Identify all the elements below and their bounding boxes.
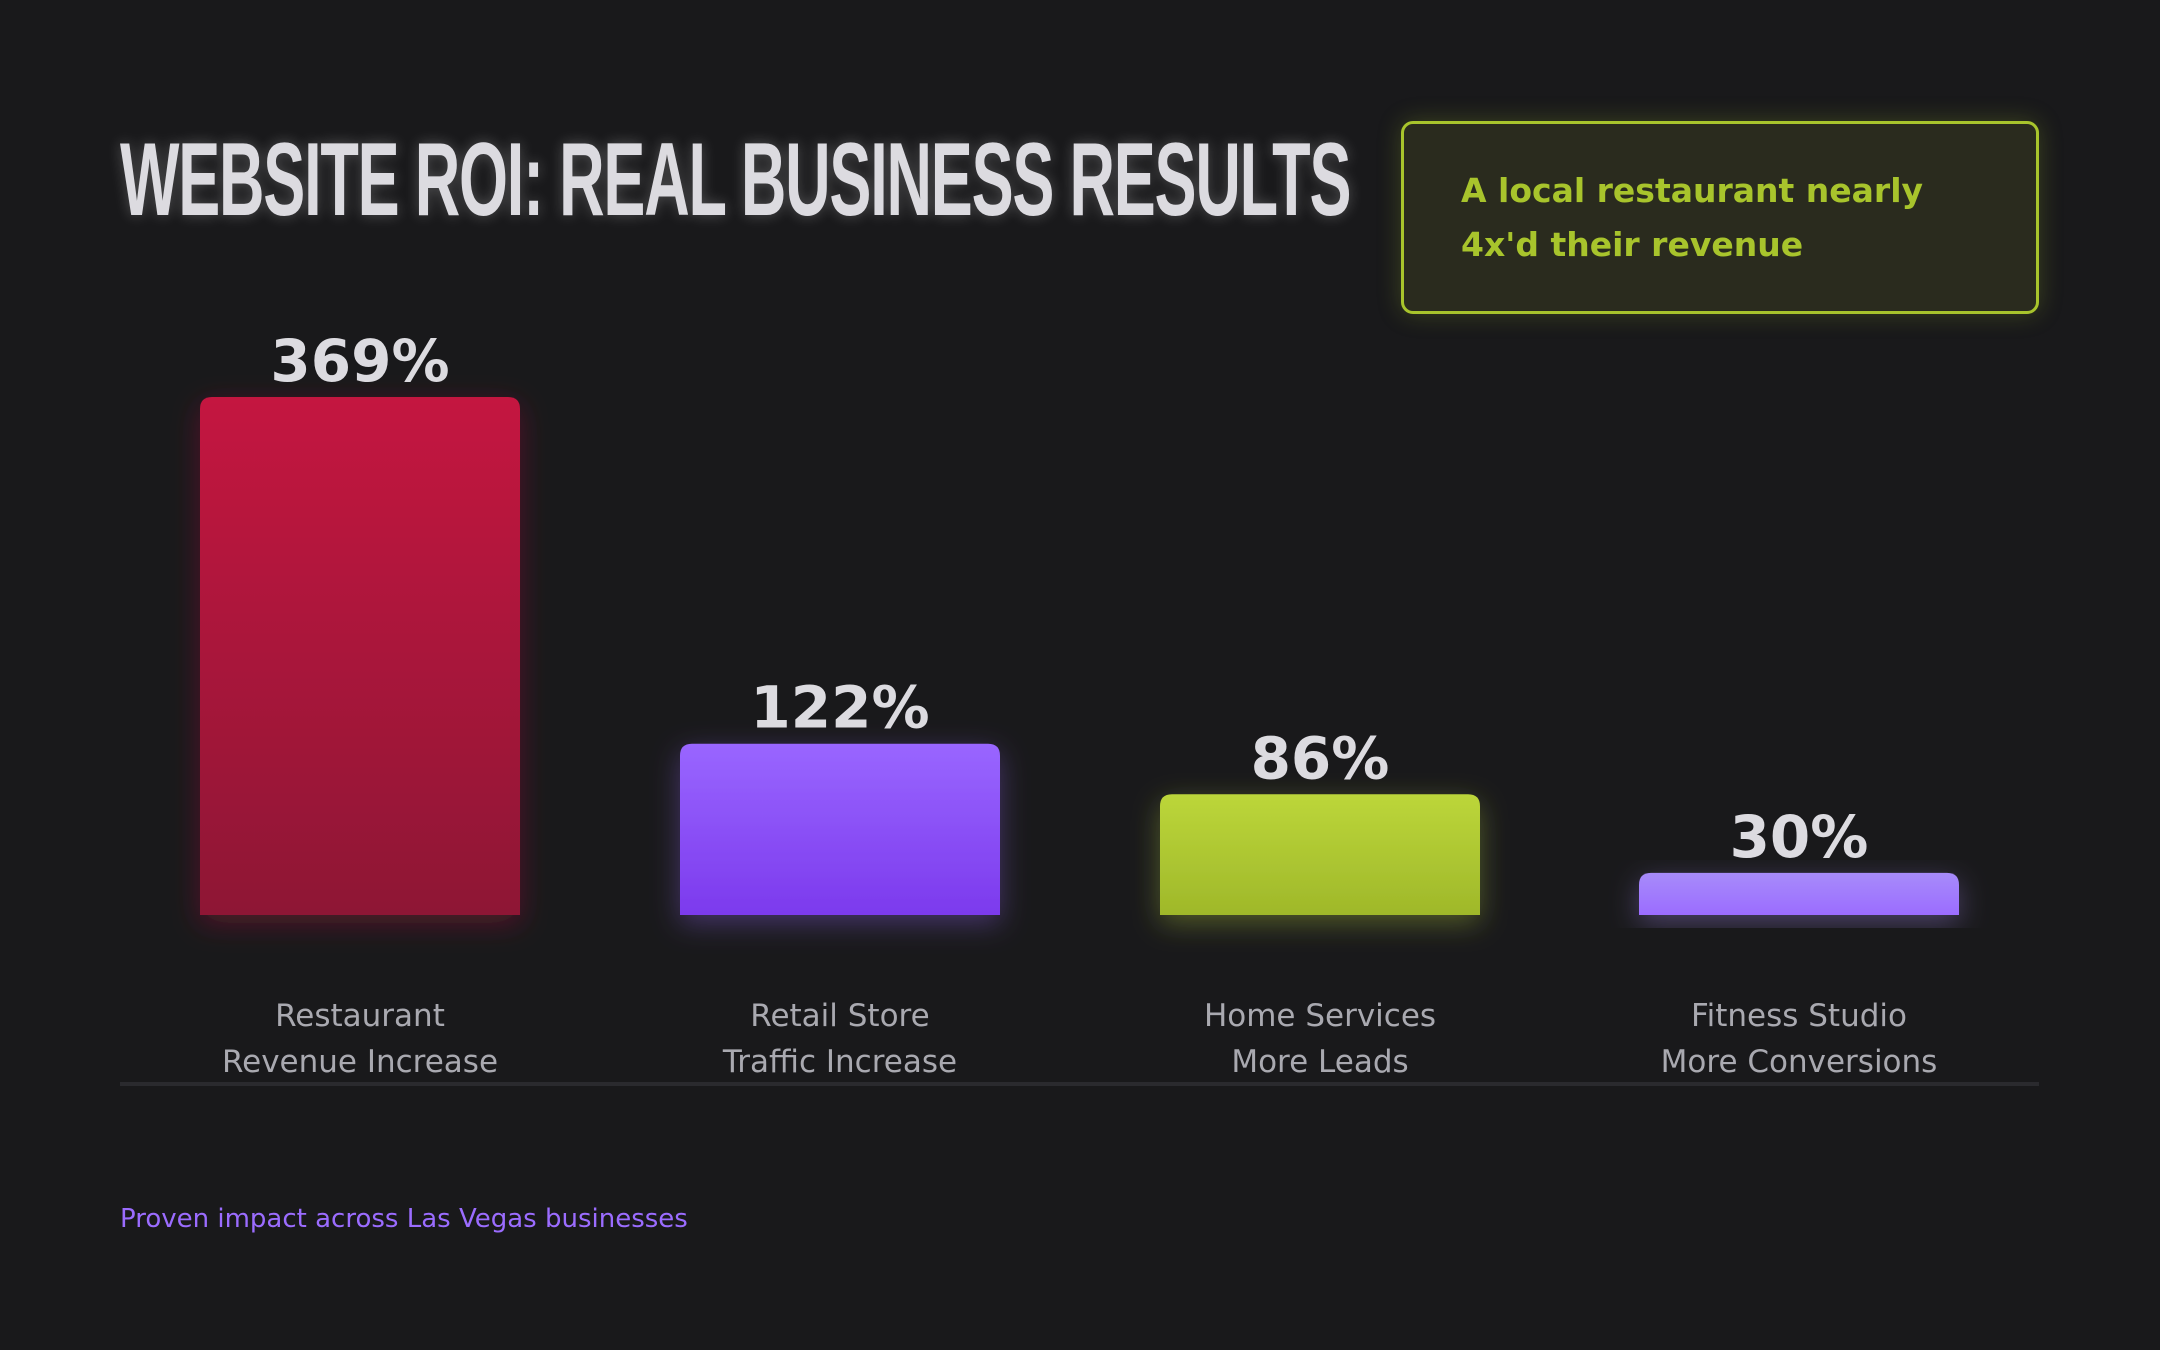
category-label-line: More Conversions [1660, 1044, 1938, 1080]
category-label: Restaurant Revenue Increase [150, 993, 570, 1085]
x-axis-line [120, 1082, 2039, 1086]
callout-text: A local restaurant nearly 4x'd their rev… [1461, 171, 1924, 264]
category-label-line: Fitness Studio [1691, 998, 1907, 1034]
category-label-line: Traffic Increase [722, 1044, 958, 1080]
value-label: 369% [270, 327, 449, 395]
category-label-line: Restaurant [275, 998, 445, 1034]
bar-3 [1639, 872, 1959, 915]
bar-1 [680, 743, 1000, 915]
chart-title: WEBSITE ROI: REAL BUSINESS RESULTS [120, 122, 1351, 238]
callout-box: A local restaurant nearly 4x'd their rev… [1401, 121, 2039, 314]
value-label: 30% [1730, 803, 1869, 871]
category-label-line: More Leads [1231, 1044, 1409, 1080]
bar-0 [200, 397, 520, 915]
category-label-line: Home Services [1203, 998, 1437, 1034]
bar-2 [1160, 794, 1480, 915]
category-label: Home Services More Leads [1110, 993, 1530, 1085]
category-label: Fitness Studio More Conversions [1589, 993, 2009, 1085]
footer-note: Proven impact across Las Vegas businesse… [120, 1204, 688, 1234]
category-label-line: Retail Store [750, 998, 930, 1034]
value-label: 86% [1251, 724, 1390, 792]
category-label-line: Revenue Increase [221, 1044, 499, 1080]
category-label: Retail Store Traffic Increase [630, 993, 1050, 1085]
value-label: 122% [750, 674, 929, 742]
